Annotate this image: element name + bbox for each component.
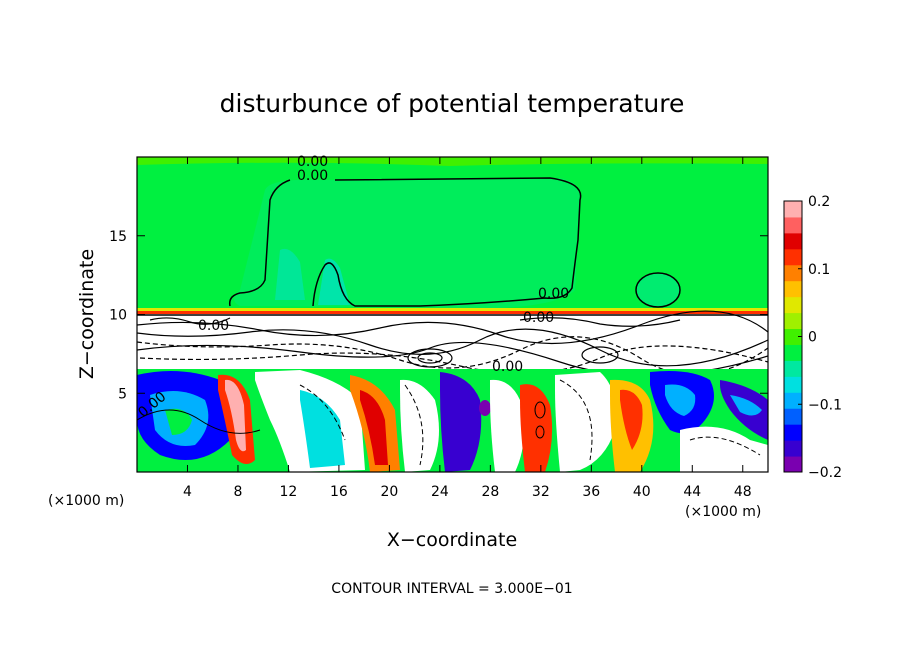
colorbar-swatch (784, 392, 802, 409)
x-tick-label: 8 (233, 484, 242, 500)
colorbar-swatch (784, 344, 802, 361)
x-axis-label: X−coordinate (387, 529, 517, 551)
colorbar-tick-label: −0.1 (808, 397, 842, 413)
x-tick-label: 24 (431, 484, 449, 500)
colorbar-swatch (784, 201, 802, 218)
y-axis: 5 10 15 (109, 229, 768, 402)
x-tick-label: 16 (330, 484, 348, 500)
x-tick-label: 20 (380, 484, 398, 500)
boundary-red (137, 311, 768, 314)
x-tick-label: 12 (280, 484, 298, 500)
x-tick-label: 28 (481, 484, 499, 500)
y-tick-label: 15 (109, 229, 127, 245)
y-axis-label: Z−coordinate (76, 249, 98, 379)
colorbar-swatch (784, 376, 802, 393)
colorbar-swatch (784, 280, 802, 298)
y-tick-label: 5 (118, 386, 127, 402)
colorbar-swatch (784, 296, 802, 314)
x-tick-label: 36 (582, 484, 600, 500)
colorbar-swatch (784, 408, 802, 425)
x-tick-label: 48 (734, 484, 752, 500)
contour-label: 0.00 (523, 310, 554, 326)
x-tick-label: 44 (683, 484, 701, 500)
colorbar-ticks: 0.2 0.1 0 −0.1 −0.2 (798, 194, 842, 481)
z-unit-label: (×1000 m) (685, 504, 761, 520)
green-blob (636, 273, 680, 307)
cyan-plume (275, 248, 305, 300)
colorbar-swatch (784, 264, 802, 282)
lower-eddies (137, 370, 768, 472)
colorbar-swatch (784, 440, 802, 457)
top-strip (137, 157, 768, 166)
x-tick-label: 4 (183, 484, 192, 500)
colorbar-tick-label: −0.2 (808, 465, 842, 481)
colorbar-swatch (784, 424, 802, 441)
x-axis: 4 8 12 16 20 24 28 32 36 40 44 48 (183, 157, 752, 500)
x-tick-label: 40 (633, 484, 651, 500)
y-tick-label: 10 (109, 308, 127, 324)
contour-interval-text: CONTOUR INTERVAL = 3.000E−01 (331, 581, 572, 597)
x-tick-label: 32 (532, 484, 550, 500)
colorbar-swatch (784, 312, 802, 330)
colorbar (783, 200, 803, 473)
colorbar-tick-label: 0.2 (808, 194, 830, 210)
central-plateau (234, 178, 581, 308)
colorbar-tick-label: 0.1 (808, 262, 830, 278)
contour-label: 0.00 (538, 286, 569, 302)
cyan-plume (318, 258, 350, 305)
colorbar-swatch (784, 456, 802, 473)
colorbar-swatch (784, 232, 802, 250)
colorbar-swatch (784, 328, 802, 345)
zero-contours (137, 177, 768, 316)
colorbar-tick-label: 0 (808, 330, 817, 346)
contour-label: 0.00 (297, 168, 328, 184)
x-unit-label: (×1000 m) (48, 493, 124, 509)
chart-title: disturbunce of potential temperature (220, 89, 685, 118)
colorbar-swatch (784, 360, 802, 377)
plot-area (137, 157, 768, 472)
lower-contours (137, 379, 761, 466)
contour-label: 0.00 (297, 154, 328, 170)
contour-label: 0.00 (198, 318, 229, 334)
colorbar-swatch (784, 216, 802, 234)
contour-label: 0.00 (492, 359, 523, 375)
turbulent-band (137, 314, 768, 369)
colorbar-swatch (784, 248, 802, 266)
